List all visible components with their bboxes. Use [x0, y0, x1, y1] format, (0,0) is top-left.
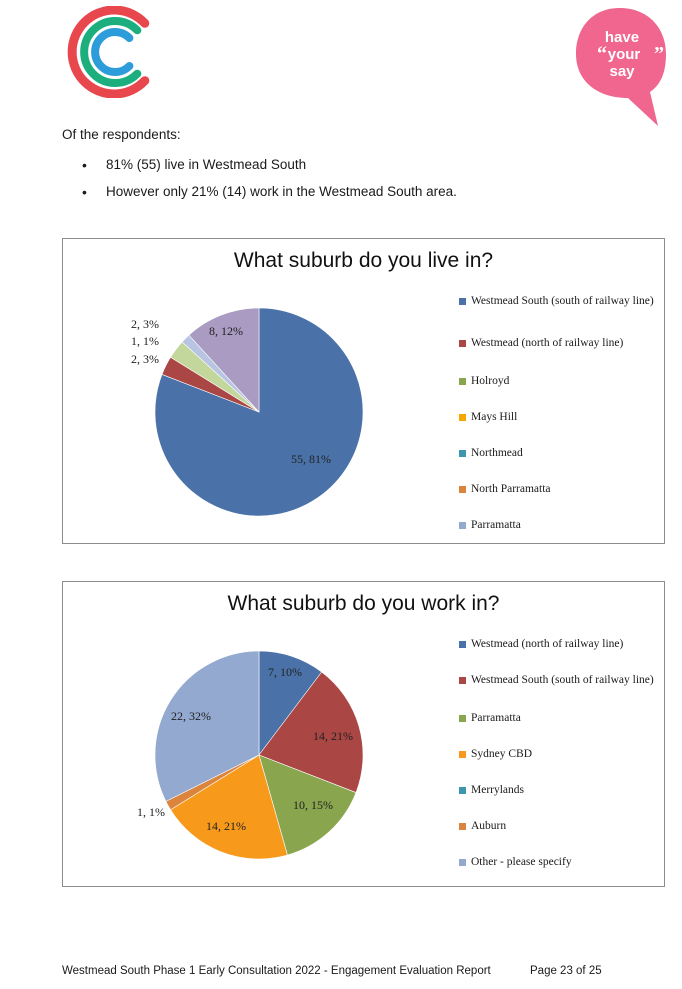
legend-swatch: [459, 787, 466, 794]
pie-slice: [258, 671, 364, 793]
footer-page-number: Page 23 of 25: [530, 965, 602, 977]
legend-swatch: [459, 450, 466, 457]
legend-swatch: [459, 414, 466, 421]
have-your-say-logo: “ ” have your say: [576, 8, 666, 126]
legend-label: Westmead South (south of railway line): [471, 674, 654, 686]
chart-title: What suburb do you work in?: [227, 592, 500, 615]
logo-text-your: your: [608, 46, 641, 63]
legend-swatch: [459, 715, 466, 722]
pie-plot: 7, 10% 14, 21% 10, 15% 14, 21% 1, 1% 22, 32%: [137, 650, 364, 860]
legend-label: North Parramatta: [471, 483, 551, 495]
bullet-item: 81% (55) live in Westmead South: [80, 156, 457, 183]
pie-slice: [258, 754, 357, 856]
pie-slice: [154, 650, 260, 802]
bullet-item: However only 21% (14) work in the Westme…: [80, 183, 457, 210]
data-label: 2, 3%: [131, 317, 159, 331]
council-logo: [67, 6, 150, 98]
legend-label: Westmead (north of railway line): [471, 337, 624, 349]
svg-text:”: ”: [654, 43, 664, 65]
data-label: 14, 21%: [313, 729, 353, 743]
legend-swatch: [459, 486, 466, 493]
legend-label: Mays Hill: [471, 411, 518, 423]
pie-slice: [170, 754, 288, 860]
data-label: 22, 32%: [171, 709, 211, 723]
legend-swatch: [459, 378, 466, 385]
live-suburb-chart: What suburb do you live in? 55, 81% 2, 3%…: [62, 238, 665, 544]
legend-swatch: [459, 298, 466, 305]
legend-swatch: [459, 641, 466, 648]
legend-label: Parramatta: [471, 519, 521, 531]
legend-label: Holroyd: [471, 375, 510, 387]
chart-title: What suburb do you live in?: [233, 249, 494, 272]
legend-swatch: [459, 859, 466, 866]
data-label: 55, 81%: [291, 452, 331, 466]
bullet-list: 81% (55) live in Westmead South However …: [80, 156, 457, 210]
work-suburb-chart: What suburb do you work in? 7, 10% 14, 21…: [62, 581, 665, 887]
legend-label: Other - please specify: [471, 856, 572, 868]
svg-text:“: “: [597, 43, 607, 65]
legend-swatch: [459, 823, 466, 830]
data-label: 7, 10%: [268, 665, 302, 679]
pie-slice: [188, 307, 260, 413]
data-label: 8, 12%: [209, 324, 243, 338]
legend-label: Auburn: [471, 820, 507, 832]
data-label: 1, 1%: [137, 805, 165, 819]
legend-label: Parramatta: [471, 712, 521, 724]
footer-report-title: Westmead South Phase 1 Early Consultatio…: [62, 965, 491, 977]
pie-plot: 55, 81% 2, 3% 2, 3% 1, 1% 8, 12%: [131, 307, 364, 517]
data-label: 10, 15%: [293, 798, 333, 812]
data-label: 14, 21%: [206, 819, 246, 833]
legend-label: Merrylands: [471, 784, 525, 796]
legend-swatch: [459, 751, 466, 758]
data-label: 2, 3%: [131, 352, 159, 366]
legend-swatch: [459, 340, 466, 347]
legend-label: Sydney CBD: [471, 748, 533, 760]
intro-text: Of the respondents:: [62, 127, 181, 142]
logo-text-say: say: [609, 63, 635, 80]
logo-text-have: have: [605, 29, 639, 46]
legend-swatch: [459, 677, 466, 684]
legend-swatch: [459, 522, 466, 529]
data-label: 1, 1%: [131, 334, 159, 348]
legend-label: Westmead (north of railway line): [471, 638, 624, 650]
legend-label: Westmead South (south of railway line): [471, 295, 654, 307]
legend-label: Northmead: [471, 447, 523, 459]
